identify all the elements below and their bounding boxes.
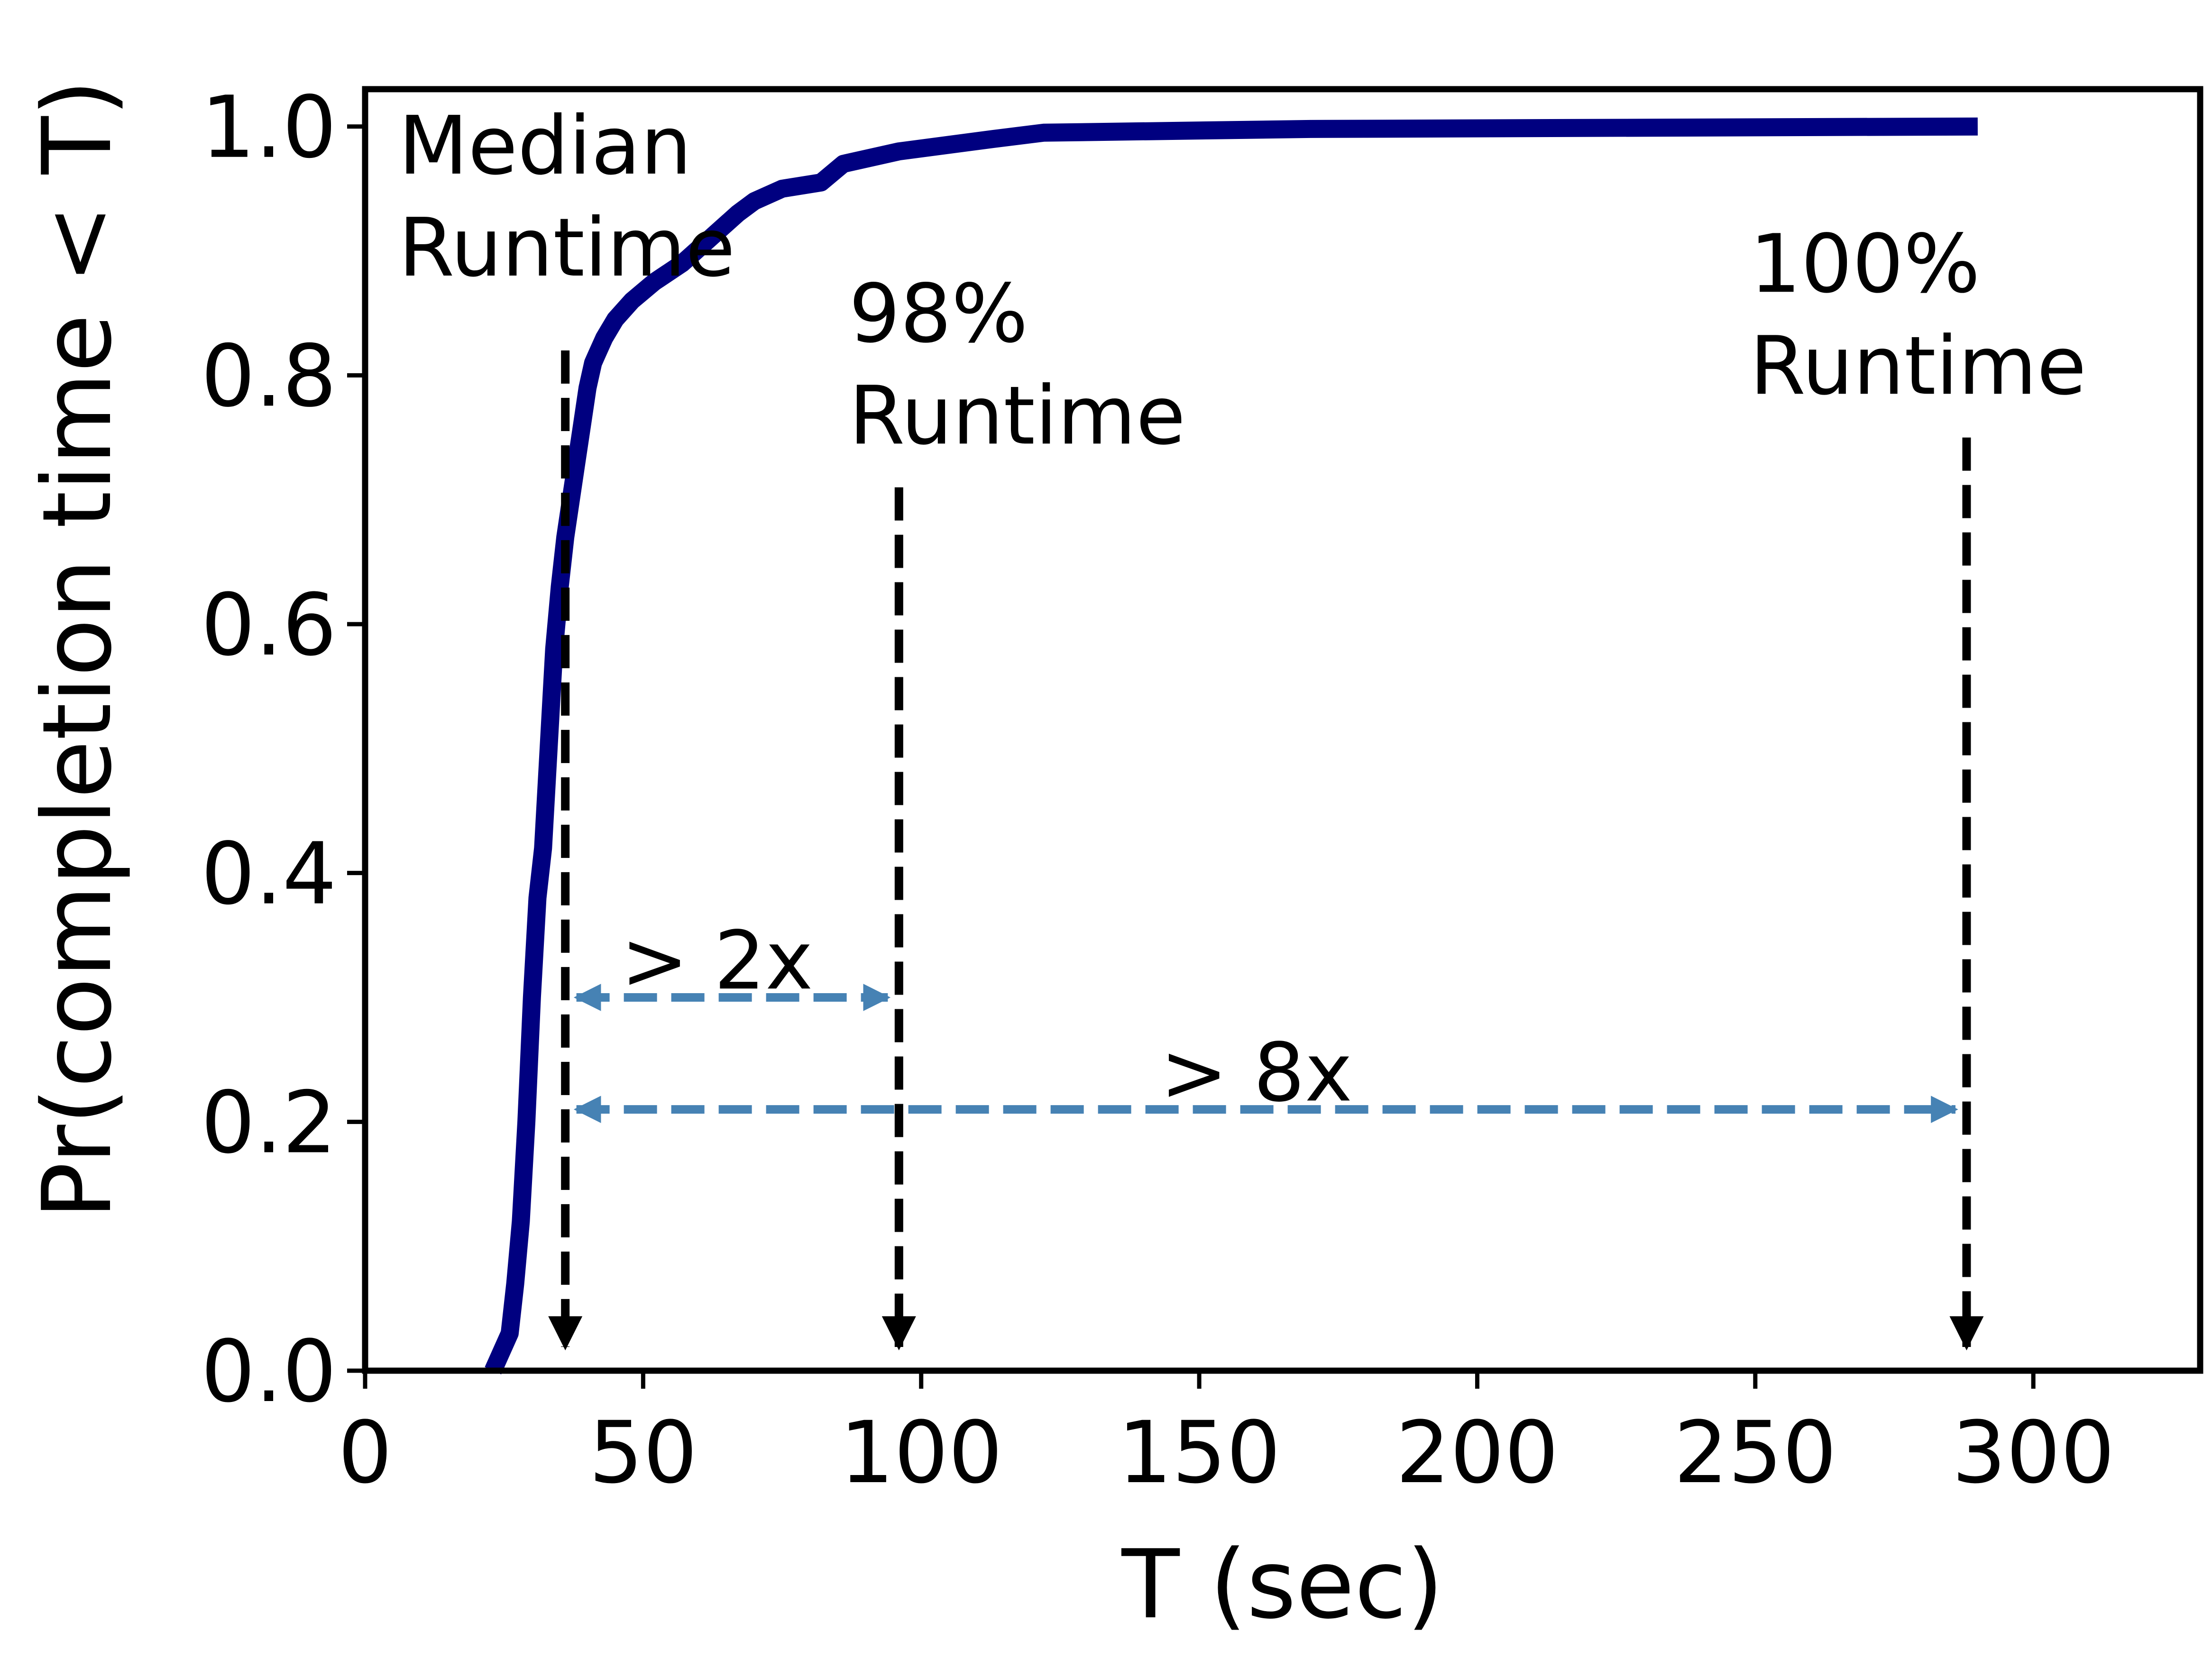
x-tick-label: 50: [589, 1403, 698, 1503]
annotation-text: > 8x: [1160, 1026, 1352, 1120]
x-tick-label: 300: [1952, 1403, 2115, 1503]
annotation-text: 100% Runtime: [1750, 217, 2086, 413]
x-axis-label: T (sec): [1121, 1530, 1443, 1640]
chart-marks: [485, 117, 1984, 1374]
annotation-text: Median Runtime: [398, 99, 735, 295]
axis-ticks: 0 50 100 150 200 250 300 0.0 0.2 0.4 0.6 0.8 1.0: [201, 78, 2115, 1503]
x-tick-label: 100: [840, 1403, 1003, 1503]
x-tick-label: 0: [338, 1403, 393, 1503]
y-tick-label: 0.0: [201, 1322, 337, 1421]
x-tick-label: 150: [1118, 1403, 1281, 1503]
annotation-line: 100%: [1750, 217, 1980, 311]
annotation-line: > 2x: [621, 914, 813, 1008]
plot-frame: [362, 86, 2203, 1374]
annotation-text: 98% Runtime: [849, 267, 1185, 463]
cdf-series-line: [485, 117, 1978, 1374]
annotation-line: Median: [398, 99, 691, 193]
y-tick-label: 0.8: [201, 327, 337, 426]
y-tick-label: 0.4: [201, 825, 337, 924]
annotation-text: > 2x: [621, 914, 813, 1008]
annotation-line: > 8x: [1160, 1026, 1352, 1120]
annotation-line: Runtime: [1750, 319, 2086, 413]
annotation-line: Runtime: [398, 201, 735, 295]
x-tick-label: 200: [1396, 1403, 1559, 1503]
y-axis-label: Pr(completion time < T): [22, 79, 133, 1219]
y-tick-label: 0.6: [201, 576, 337, 675]
x-tick-label: 250: [1674, 1403, 1837, 1503]
annotation-line: Runtime: [849, 369, 1185, 463]
annotation-line: 98%: [849, 267, 1028, 361]
y-tick-label: 0.2: [201, 1073, 337, 1172]
y-tick-label: 1.0: [201, 78, 337, 177]
